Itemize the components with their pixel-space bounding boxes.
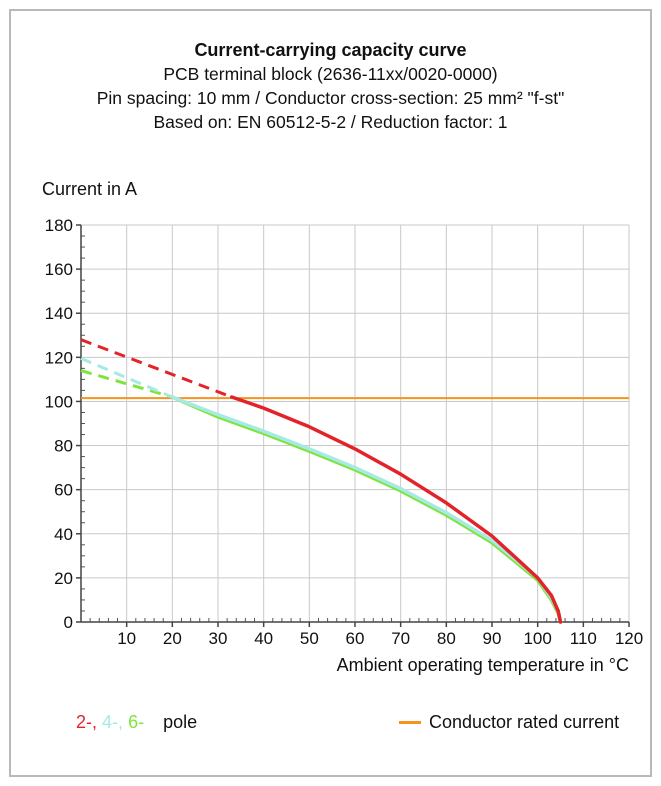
- x-tick-label-3: 40: [254, 629, 273, 648]
- legend-pole-label: pole: [163, 712, 198, 732]
- chart-title: Current-carrying capacity curve: [194, 40, 467, 60]
- y-tick-label-9: 180: [45, 216, 73, 235]
- legend-rated-swatch: [399, 721, 421, 724]
- x-tick-label-7: 80: [437, 629, 456, 648]
- y-tick-label-1: 20: [54, 569, 73, 588]
- y-tick-label-5: 100: [45, 392, 73, 411]
- x-tick-label-11: 120: [615, 629, 643, 648]
- chart-frame: [9, 9, 652, 777]
- legend-pole-2: 2-,: [76, 712, 98, 732]
- legend-pole-6: 6-: [128, 712, 145, 732]
- chart-subtitle-3: Based on: EN 60512-5-2 / Reduction facto…: [153, 112, 508, 132]
- x-tick-label-5: 60: [346, 629, 365, 648]
- y-tick-label-0: 0: [64, 613, 73, 632]
- legend-rated: Conductor rated current: [399, 712, 619, 733]
- y-tick-label-8: 160: [45, 260, 73, 279]
- x-tick-label-10: 110: [570, 629, 597, 648]
- x-axis-label: Ambient operating temperature in °C: [337, 655, 629, 675]
- x-tick-label-2: 30: [209, 629, 228, 648]
- series-6--dashed: [80, 369, 173, 399]
- series-4--solid: [170, 395, 563, 624]
- series-6--solid: [170, 395, 563, 624]
- series-4--dashed: [80, 357, 173, 399]
- legend-pole-4: 4-,: [102, 712, 124, 732]
- x-tick-label-8: 90: [483, 629, 502, 648]
- y-tick-label-3: 60: [54, 481, 73, 500]
- legend-rated-label: Conductor rated current: [429, 712, 620, 732]
- x-tick-label-9: 100: [523, 629, 551, 648]
- x-tick-label-4: 50: [300, 629, 319, 648]
- series-2--solid: [229, 395, 563, 624]
- chart-titles: Current-carrying capacity curve PCB term…: [0, 38, 661, 134]
- legend-pole: 2-, 4-, 6- pole: [76, 712, 197, 733]
- y-tick-label-6: 120: [45, 348, 73, 367]
- series-2--dashed: [80, 338, 233, 399]
- y-tick-label-7: 140: [45, 304, 73, 323]
- chart-subtitle-2: Pin spacing: 10 mm / Conductor cross-sec…: [96, 88, 565, 108]
- x-tick-label-6: 70: [391, 629, 410, 648]
- x-tick-label-1: 20: [163, 629, 182, 648]
- y-tick-label-2: 40: [54, 525, 73, 544]
- y-tick-label-4: 80: [54, 437, 73, 456]
- x-tick-label-0: 10: [117, 629, 136, 648]
- y-axis-label: Current in A: [42, 179, 137, 199]
- chart-subtitle-1: PCB terminal block (2636-11xx/0020-0000): [163, 64, 498, 84]
